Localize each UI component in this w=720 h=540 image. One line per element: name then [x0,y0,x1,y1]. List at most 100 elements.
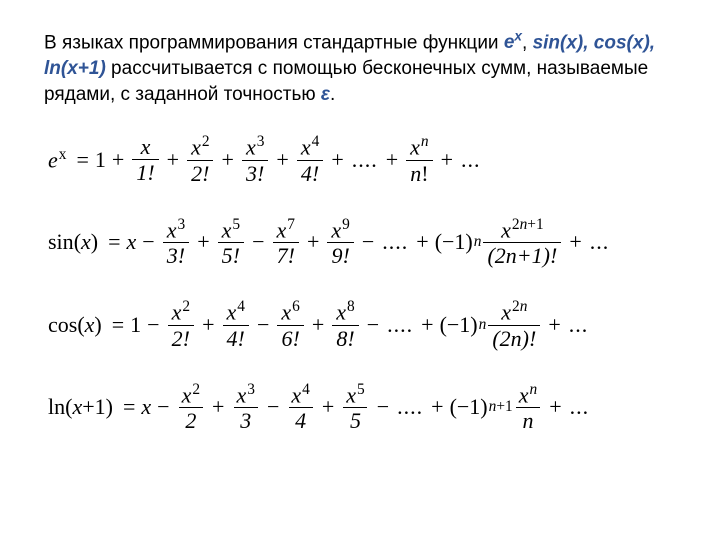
dots: ... [569,312,589,338]
x: x [236,382,246,407]
neg1-sup: n+1 [489,398,513,416]
x: x [167,217,177,242]
fact: ! [550,243,557,268]
exp-term-4: x4 4! [297,133,323,186]
pow: 2n+1 [512,216,544,233]
num: x3 [232,381,258,407]
plus-icon: + [222,147,234,173]
cos-lhs: cos(x) [48,312,102,338]
x: x [519,382,529,407]
plus-icon: + [276,147,288,173]
eq-cos: cos(x) = 1 − x2 2! + x4 4! − x6 6! + x8 … [48,298,676,351]
x: x [85,312,95,337]
pow: 4 [237,298,245,315]
page: В языках программирования стандартные фу… [0,0,720,483]
dots: .... [352,147,378,173]
num: x9 [327,216,353,242]
minus-icon: − [257,312,269,338]
plus-icon: + [307,229,319,255]
neg1-sup: n [474,233,482,251]
den: 2 [179,407,203,433]
sin-term-7: x7 7! [273,216,299,269]
plus-icon: + [441,147,453,173]
pow: 3 [177,216,185,233]
pow: 2n [512,298,527,315]
plus1: +1 [517,243,543,268]
rparen: ) [522,326,529,351]
lparen: ( [74,229,81,254]
sin-name: sin [48,229,74,254]
exp-term-1-den: 1! [132,159,158,185]
num: x4 [222,298,248,324]
minus-icon: − [157,394,169,420]
x: x [346,382,356,407]
den: 9! [327,242,353,268]
ln-x: x [141,394,151,420]
x: x [222,217,232,242]
pow: 9 [342,216,350,233]
x: x [336,300,346,325]
two: 2 [495,243,506,268]
pow: 3 [257,133,265,150]
minus-icon: − [142,229,154,255]
n: n [410,161,421,186]
x: x [182,382,192,407]
x: x [81,229,91,254]
plus-icon: + [212,394,224,420]
ln-term-5: x5 5 [342,381,368,434]
den: 3! [163,242,189,268]
plus-icon: + [548,312,560,338]
dots: .... [382,229,408,255]
ln-term-4: x4 4 [287,381,313,434]
x: x [331,217,341,242]
plus-icon: + [421,312,433,338]
den: 7! [273,242,299,268]
plus-icon: + [331,147,343,173]
rparen: ) [106,394,113,419]
plus-icon: + [322,394,334,420]
pow: 5 [232,216,240,233]
plus-icon: + [386,147,398,173]
epsilon: ε [321,84,330,105]
fn-exp-base: e [504,32,515,53]
cos-term-gen: x2n (2n)! [488,298,540,351]
intro-paragraph: В языках программирования стандартные фу… [44,28,676,107]
fn-exp-sup: x [514,29,522,44]
sin-term-5: x5 5! [218,216,244,269]
exp-tn-den: n! [406,160,432,186]
num: x2 [168,298,194,324]
sin-term-3: x3 3! [163,216,189,269]
exp-lhs: ex [48,146,66,173]
num: x8 [332,298,358,324]
plus-icon: + [197,229,209,255]
exp-lhs-sup: x [59,146,67,163]
dots: ... [570,394,590,420]
pow: 4 [312,133,320,150]
exp-term-2: x2 2! [187,133,213,186]
neg1: (−1) [450,394,488,420]
x: x [172,300,182,325]
x: x [281,300,291,325]
x: x [501,217,511,242]
x: x [277,217,287,242]
n: n [511,326,522,351]
eq-sign: = [123,394,135,420]
exp-one: 1 [95,147,106,173]
plus-icon: + [167,147,179,173]
num: xn [515,381,541,407]
rparen: ) [543,243,550,268]
sin-neg1n: (−1)n [435,229,482,255]
eq-sign: = [76,147,88,173]
ln-term-3: x3 3 [232,381,258,434]
x: x [501,300,511,325]
lparen: ( [492,326,499,351]
ln-lhs: ln(x+1) [48,394,113,420]
two: 2 [500,326,511,351]
num: x7 [273,216,299,242]
minus-icon: − [367,312,379,338]
ln-term-gen: xn n [515,381,541,434]
den: 6! [277,325,303,351]
pow: 6 [292,298,300,315]
n: n [506,243,517,268]
den: (2n)! [488,325,540,351]
